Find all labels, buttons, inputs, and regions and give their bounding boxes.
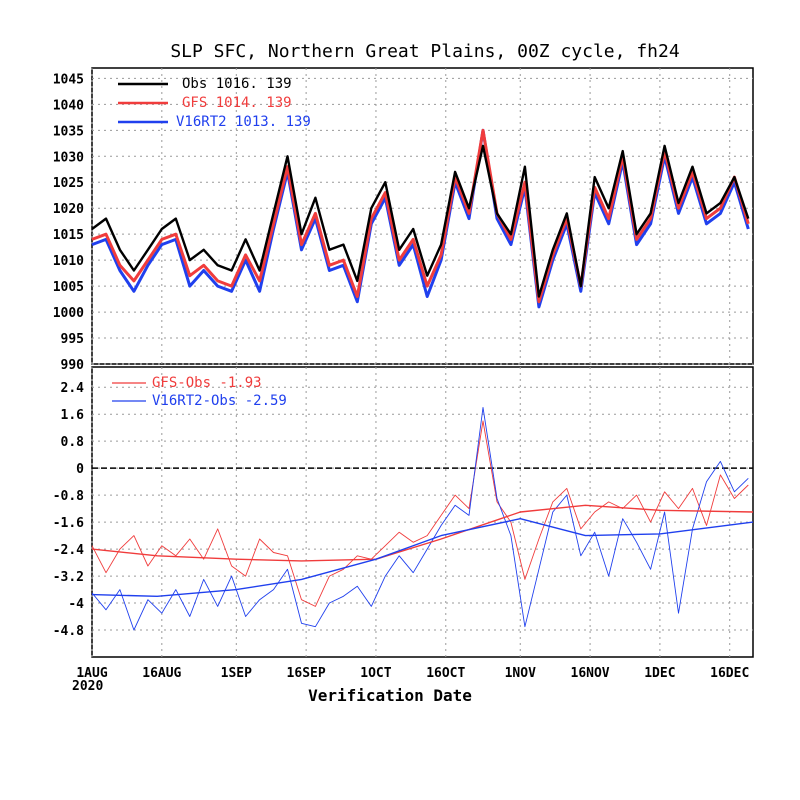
y-tick-label: 1025 (53, 176, 84, 191)
x-tick-label: 16AUG (142, 666, 181, 681)
x-tick-label: 1NOV (505, 666, 536, 681)
y-tick-label: -4.8 (53, 624, 84, 639)
y-tick-label: -1.6 (53, 516, 84, 531)
top-panel-frame (91, 67, 754, 365)
x-tick-label: 1DEC (644, 666, 675, 681)
bottom-panel: -4.8 -4 -3.2 -2.4 -1.6 -0.8 0 0.8 1.6 2.4 GFS-Obs… (53, 366, 754, 658)
y-tick-label: 0 (76, 462, 84, 477)
series-line-v16rt2-obs-running-mean (91, 518, 754, 597)
series-line-gfs-obs (91, 420, 749, 607)
top-legend: Obs 1016. 139 GFS 1014. 139 V16RT2 1013. 1… (118, 76, 311, 130)
bottom-grid (91, 367, 753, 657)
x-tick-label: 16SEP (287, 666, 326, 681)
top-grid (91, 68, 753, 365)
top-series-lines (91, 128, 750, 309)
y-tick-label: 1005 (53, 280, 84, 295)
bottom-y-tick-labels: -4.8 -4 -3.2 -2.4 -1.6 -0.8 0 0.8 1.6 2.4 (53, 381, 84, 639)
y-tick-label: 0.8 (61, 435, 85, 450)
series-line-obs (91, 144, 750, 298)
y-tick-label: -2.4 (53, 543, 84, 558)
chart-title: SLP SFC, Northern Great Plains, 00Z cycl… (170, 41, 679, 62)
legend-entry: GFS 1014. 139 (182, 95, 292, 111)
series-line-gfs-obs-running-mean (91, 504, 754, 562)
x-axis-title: Verification Date (308, 686, 472, 705)
x-tick-label: 1SEP (221, 666, 252, 681)
y-tick-label: 990 (61, 358, 85, 373)
legend-entry: V16RT2-Obs -2.59 (152, 393, 287, 409)
x-tick-label: 16DEC (710, 666, 749, 681)
legend-entry: Obs 1016. 139 (182, 76, 292, 92)
bottom-legend: GFS-Obs -1.93 V16RT2-Obs -2.59 (112, 375, 287, 409)
y-tick-label: 1015 (53, 228, 84, 243)
y-tick-label: 2.4 (61, 381, 85, 396)
y-tick-label: 1035 (53, 124, 84, 139)
series-line-v16rt2 (91, 128, 750, 309)
legend-entry: V16RT2 1013. 139 (176, 114, 311, 130)
x-tick-labels: 1AUG 16AUG 1SEP 16SEP 1OCT 16OCT 1NOV 16NOV 1DEC… (76, 666, 749, 681)
bottom-series-lines (91, 407, 754, 631)
x-tick-label: 16OCT (426, 666, 465, 681)
series-line-gfs (91, 128, 750, 304)
y-tick-label: -3.2 (53, 570, 84, 585)
y-tick-label: 1030 (53, 150, 84, 165)
y-tick-label: -0.8 (53, 489, 84, 504)
y-tick-label: -4 (68, 597, 84, 612)
y-tick-label: 1040 (53, 98, 84, 113)
series-line-v16rt2-obs (91, 407, 749, 631)
legend-entry: GFS-Obs -1.93 (152, 375, 262, 391)
x-tick-label: 1AUG (76, 666, 107, 681)
x-tick-label: 1OCT (360, 666, 391, 681)
y-tick-label: 1045 (53, 72, 84, 87)
year-label: 2020 (72, 679, 103, 694)
y-tick-label: 1.6 (61, 408, 85, 423)
y-tick-label: 1020 (53, 202, 84, 217)
top-panel: 990 995 1000 1005 1010 1015 1020 1025 1030 1035 10… (53, 67, 754, 373)
top-y-tick-labels: 990 995 1000 1005 1010 1015 1020 1025 1030 1035 10… (53, 72, 84, 373)
y-tick-label: 995 (61, 332, 84, 347)
x-tick-label: 16NOV (571, 666, 610, 681)
y-tick-label: 1010 (53, 254, 84, 269)
y-tick-label: 1000 (53, 306, 84, 321)
